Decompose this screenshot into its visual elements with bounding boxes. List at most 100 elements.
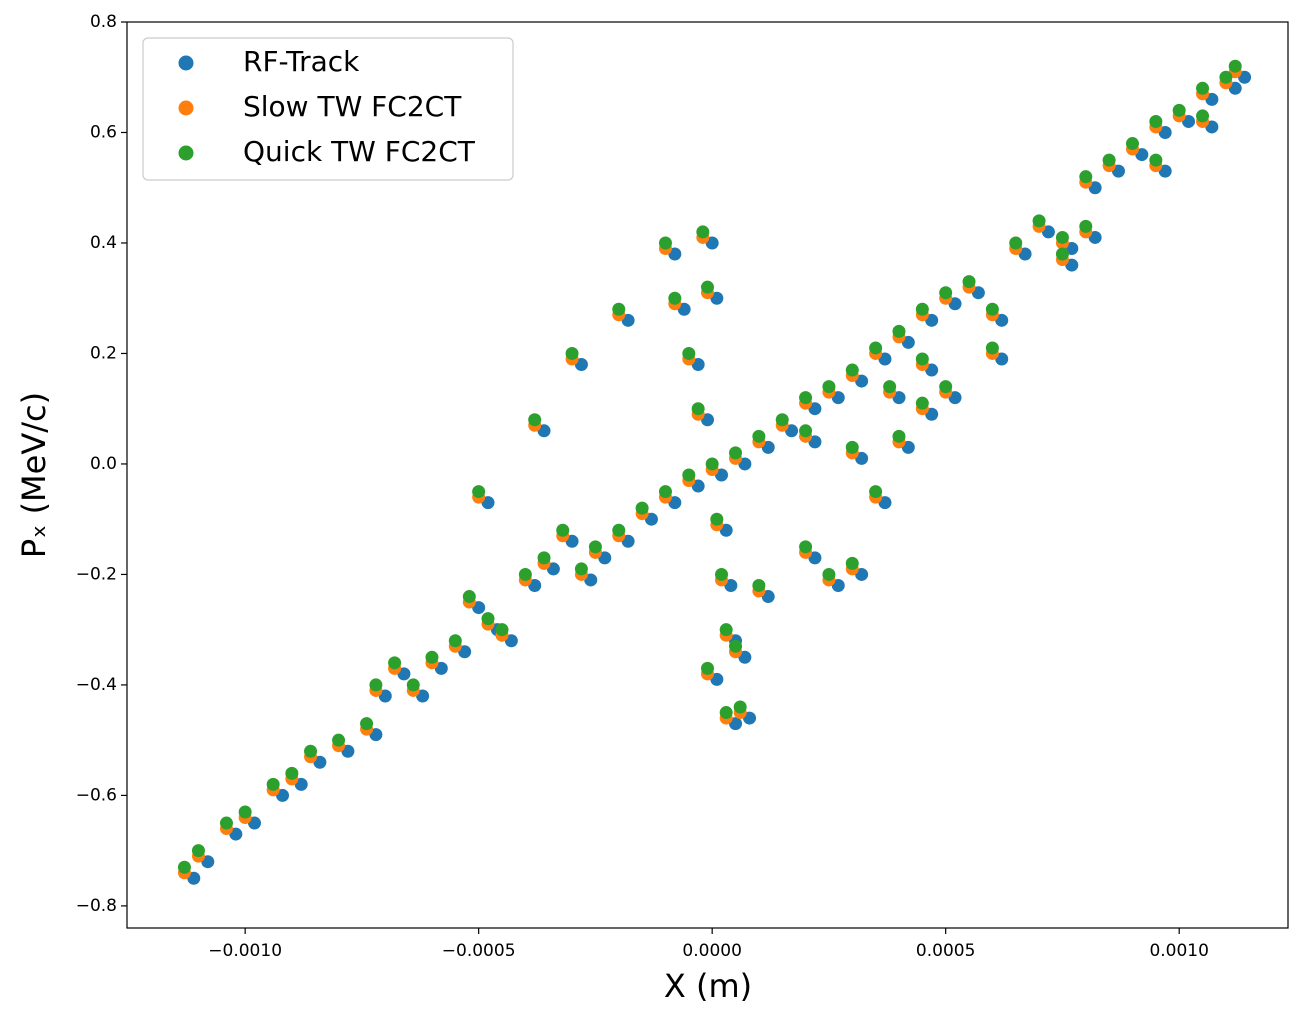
scatter-point bbox=[1172, 103, 1186, 117]
scatter-point bbox=[710, 291, 724, 305]
scatter-point bbox=[360, 717, 374, 731]
scatter-point bbox=[752, 429, 766, 443]
legend-marker bbox=[178, 55, 194, 71]
scatter-point bbox=[761, 590, 775, 604]
scatter-point bbox=[635, 501, 649, 515]
x-tick-label: 0.0010 bbox=[1149, 941, 1208, 961]
scatter-point bbox=[574, 358, 588, 372]
scatter-point bbox=[598, 551, 612, 565]
scatter-point bbox=[677, 302, 691, 316]
scatter-point bbox=[546, 562, 560, 576]
scatter-point bbox=[808, 402, 822, 416]
scatter-point bbox=[901, 440, 915, 454]
scatter-point bbox=[1065, 242, 1079, 255]
scatter-point bbox=[729, 717, 743, 731]
scatter-point bbox=[892, 429, 906, 443]
x-axis-label: X (m) bbox=[664, 967, 752, 1005]
scatter-point bbox=[1088, 230, 1102, 244]
scatter-point bbox=[682, 468, 696, 482]
scatter-point bbox=[696, 225, 710, 239]
scatter-point bbox=[294, 777, 308, 791]
scatter-point bbox=[831, 578, 845, 592]
scatter-point bbox=[332, 733, 346, 747]
scatter-point bbox=[892, 391, 906, 405]
scatter-point bbox=[1111, 164, 1125, 178]
scatter-point bbox=[808, 435, 822, 449]
scatter-point bbox=[710, 672, 724, 686]
scatter-point bbox=[1149, 153, 1163, 167]
legend-label: RF-Track bbox=[243, 45, 360, 78]
scatter-point bbox=[406, 678, 420, 692]
scatter-point bbox=[448, 634, 462, 648]
scatter-point bbox=[187, 871, 201, 885]
scatter-point bbox=[219, 816, 233, 830]
scatter-point bbox=[878, 352, 892, 366]
scatter-point bbox=[565, 534, 579, 548]
scatter-point bbox=[668, 291, 682, 305]
scatter-point bbox=[719, 706, 733, 720]
scatter-point bbox=[1205, 120, 1219, 134]
scatter-point bbox=[761, 440, 775, 454]
y-tick-label: 0.2 bbox=[90, 343, 117, 363]
scatter-point bbox=[925, 363, 939, 377]
scatter-point bbox=[1182, 114, 1196, 128]
scatter-point bbox=[1065, 258, 1079, 272]
scatter-point bbox=[378, 689, 392, 703]
scatter-point bbox=[177, 860, 191, 874]
scatter-point bbox=[668, 496, 682, 510]
scatter-point bbox=[701, 661, 714, 675]
scatter-point bbox=[276, 788, 290, 802]
scatter-point bbox=[1196, 109, 1210, 123]
scatter-point bbox=[901, 335, 915, 349]
scatter-point bbox=[845, 556, 859, 570]
scatter-point bbox=[658, 236, 672, 250]
scatter-point bbox=[238, 805, 252, 819]
x-tick-label: 0.0000 bbox=[682, 941, 741, 961]
scatter-point bbox=[724, 578, 738, 592]
scatter-point bbox=[537, 424, 551, 438]
scatter-point bbox=[528, 413, 542, 427]
scatter-point bbox=[574, 562, 588, 576]
scatter-point bbox=[1149, 114, 1163, 128]
scatter-point bbox=[588, 540, 602, 554]
scatter-point bbox=[925, 313, 939, 327]
scatter-point bbox=[845, 440, 859, 454]
scatter-point bbox=[369, 728, 383, 742]
legend-marker bbox=[178, 145, 194, 161]
scatter-point bbox=[1196, 81, 1210, 95]
x-tick-label: −0.0010 bbox=[208, 941, 282, 961]
scatter-point bbox=[691, 358, 705, 372]
scatter-point bbox=[729, 446, 743, 460]
scatter-point bbox=[869, 485, 883, 499]
scatter-point bbox=[738, 457, 752, 471]
scatter-point bbox=[612, 523, 626, 537]
scatter-point bbox=[799, 424, 813, 438]
scatter-point bbox=[1079, 219, 1093, 233]
scatter-point bbox=[416, 689, 430, 703]
scatter-point bbox=[201, 855, 215, 869]
scatter-point bbox=[537, 551, 551, 565]
scatter-point bbox=[985, 302, 999, 316]
y-tick-label: 0.0 bbox=[90, 454, 117, 474]
scatter-point bbox=[1055, 230, 1069, 244]
scatter-point bbox=[1041, 225, 1055, 239]
scatter-point bbox=[621, 313, 635, 327]
scatter-point bbox=[1079, 170, 1093, 184]
scatter-point bbox=[1135, 148, 1149, 162]
scatter-point bbox=[729, 639, 743, 653]
y-tick-label: 0.8 bbox=[90, 12, 117, 32]
scatter-point bbox=[869, 341, 883, 355]
scatter-point bbox=[995, 352, 1009, 366]
scatter-point bbox=[939, 380, 953, 394]
scatter-point bbox=[682, 346, 696, 360]
y-tick-label: 0.4 bbox=[90, 233, 117, 253]
scatter-point bbox=[878, 496, 892, 510]
scatter-point bbox=[939, 286, 953, 300]
scatter-point bbox=[743, 711, 757, 725]
scatter-point bbox=[472, 601, 486, 615]
scatter-point bbox=[971, 286, 985, 300]
scatter-point bbox=[285, 766, 299, 780]
scatter-point bbox=[458, 645, 472, 659]
scatter-point bbox=[1228, 81, 1242, 95]
scatter-point bbox=[733, 700, 747, 714]
